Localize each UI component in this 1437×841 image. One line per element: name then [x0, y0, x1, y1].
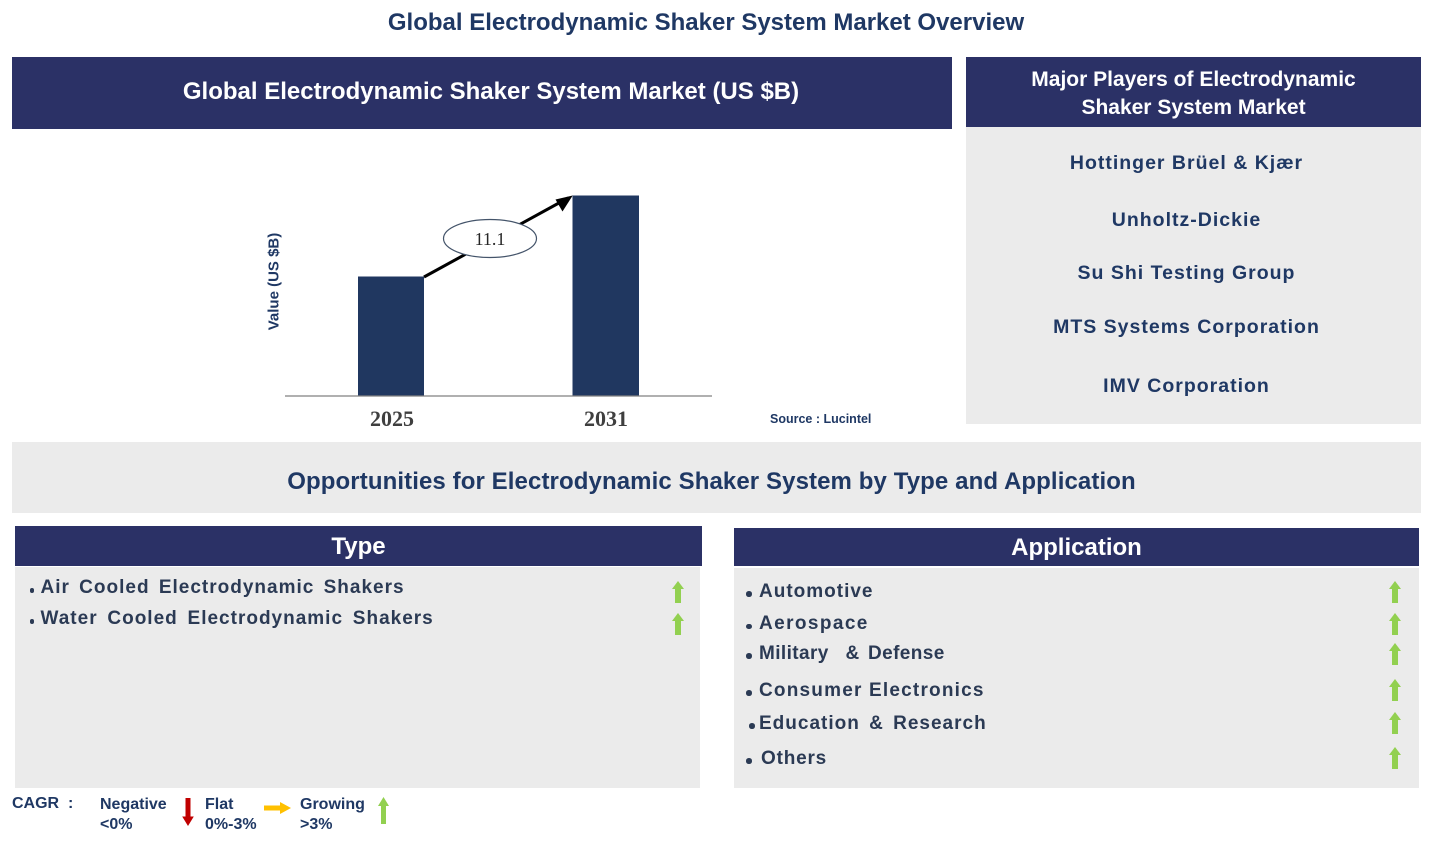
- svg-text:11.1: 11.1: [475, 229, 506, 249]
